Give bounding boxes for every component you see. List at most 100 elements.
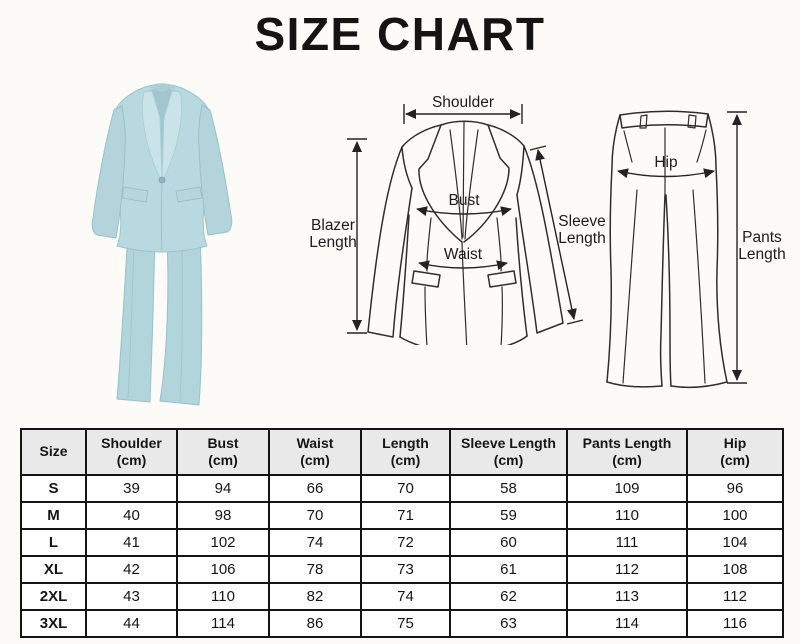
value-cell: 43	[85, 582, 178, 611]
right-pocket-flap	[487, 270, 517, 288]
collar-top	[440, 120, 489, 126]
hip-measure: Hip	[617, 154, 715, 179]
header-unit: (cm)	[300, 452, 330, 468]
value-cell: 86	[268, 609, 362, 638]
header-unit: (cm)	[493, 452, 524, 468]
value-cell: 110	[176, 582, 270, 611]
col-header-shoulder: Shoulder (cm)	[85, 428, 178, 476]
size-table: Size Shoulder (cm) Bust (cm) Waist (cm) Len…	[20, 428, 784, 638]
size-cell: 3XL	[20, 609, 87, 638]
value-cell: 94	[176, 474, 270, 503]
left-pocket-flap	[411, 270, 441, 288]
value-cell: 71	[360, 501, 451, 530]
blazer-right-pocket	[175, 186, 203, 203]
col-header-pants-length: Pants Length (cm)	[566, 428, 688, 476]
table-row-2xl: 2XL 43 110 82 74 62 113 112	[20, 582, 784, 611]
size-cell: L	[20, 528, 87, 557]
value-cell: 110	[566, 501, 688, 530]
panel-seams	[424, 217, 504, 345]
value-cell: 74	[268, 528, 362, 557]
belt-loops	[639, 114, 697, 129]
lapel-inner-lines	[449, 121, 479, 240]
value-cell: 58	[449, 474, 568, 503]
right-outer-edge	[707, 113, 728, 383]
value-cell: 41	[85, 528, 178, 557]
col-header-hip: Hip (cm)	[686, 428, 784, 476]
header-label: Waist	[296, 434, 334, 451]
value-cell: 106	[176, 555, 270, 584]
blazer-length-label-2: Length	[309, 234, 356, 251]
table-row-l: L 41 102 74 72 60 111 104	[20, 528, 784, 557]
pants-outline	[606, 110, 728, 389]
pants-creases	[127, 239, 183, 403]
value-cell: 70	[268, 501, 362, 530]
blazer-measurement-diagram: Shoulder Bust Waist Blazer Length Sleeve…	[309, 94, 606, 345]
pocket-lines	[623, 129, 707, 163]
header-unit: (cm)	[208, 452, 238, 468]
blazer-button	[158, 176, 166, 184]
blazer-length-label-1: Blazer	[311, 217, 355, 234]
value-cell: 66	[268, 474, 362, 503]
size-cell: M	[20, 501, 87, 530]
header-label: Bust	[207, 434, 239, 451]
pants-measurement-diagram: Hip Pants Length	[606, 110, 786, 389]
left-outer-edge	[606, 114, 621, 383]
product-photo-suit	[91, 83, 233, 406]
hem	[399, 335, 528, 345]
pants-length-label-2: Length	[738, 246, 785, 263]
blazer-length-measure: Blazer Length	[309, 138, 367, 334]
body-side-seams	[399, 214, 528, 338]
header-unit: (cm)	[390, 452, 421, 468]
value-cell: 73	[360, 555, 451, 584]
suit-pants-photo	[116, 231, 203, 406]
header-label: Length	[382, 434, 429, 451]
size-cell: XL	[20, 555, 87, 584]
header-label: Shoulder	[101, 434, 162, 451]
value-cell: 62	[449, 582, 568, 611]
left-lapel-edge	[418, 124, 463, 243]
blazer-left-pocket	[121, 186, 149, 203]
value-cell: 96	[686, 474, 784, 503]
value-cell: 40	[85, 501, 178, 530]
value-cell: 74	[360, 582, 451, 611]
center-front-line	[461, 241, 468, 345]
blazer-outline	[367, 120, 564, 345]
value-cell: 116	[686, 609, 784, 638]
blazer-front-line	[160, 183, 163, 251]
value-cell: 114	[176, 609, 270, 638]
blazer-left-lapel	[142, 90, 163, 183]
table-row-m: M 40 98 70 71 59 110 100	[20, 501, 784, 530]
table-row-3xl: 3XL 44 114 86 75 63 114 116	[20, 609, 784, 638]
sleeve-length-measure: Sleeve Length	[529, 145, 606, 325]
value-cell: 72	[360, 528, 451, 557]
col-header-sleeve-length: Sleeve Length (cm)	[449, 428, 568, 476]
blazer-left-sleeve	[91, 105, 126, 239]
right-inner-edge	[665, 194, 672, 387]
value-cell: 113	[566, 582, 688, 611]
value-cell: 59	[449, 501, 568, 530]
shoulder-label: Shoulder	[432, 94, 494, 111]
header-unit: (cm)	[116, 452, 147, 468]
hems	[606, 381, 728, 389]
col-header-size: Size	[20, 428, 87, 476]
value-cell: 82	[268, 582, 362, 611]
col-header-length: Length (cm)	[360, 428, 451, 476]
value-cell: 44	[85, 609, 178, 638]
waist-measure: Waist	[418, 246, 508, 271]
pants-left-leg	[116, 231, 156, 403]
value-cell: 112	[566, 555, 688, 584]
suit-blazer-photo	[91, 83, 233, 253]
header-label: Hip	[723, 434, 747, 451]
value-cell: 114	[566, 609, 688, 638]
shoulder-measure: Shoulder	[403, 94, 523, 124]
size-cell: S	[20, 474, 87, 503]
value-cell: 42	[85, 555, 178, 584]
value-cell: 108	[686, 555, 784, 584]
col-header-bust: Bust (cm)	[176, 428, 270, 476]
page-title: SIZE CHART	[254, 8, 546, 60]
value-cell: 70	[360, 474, 451, 503]
header-label: Pants Length	[582, 434, 672, 451]
left-sleeve	[367, 146, 413, 338]
table-header-row: Size Shoulder (cm) Bust (cm) Waist (cm) Len…	[20, 428, 784, 476]
blazer-right-sleeve	[198, 104, 233, 236]
